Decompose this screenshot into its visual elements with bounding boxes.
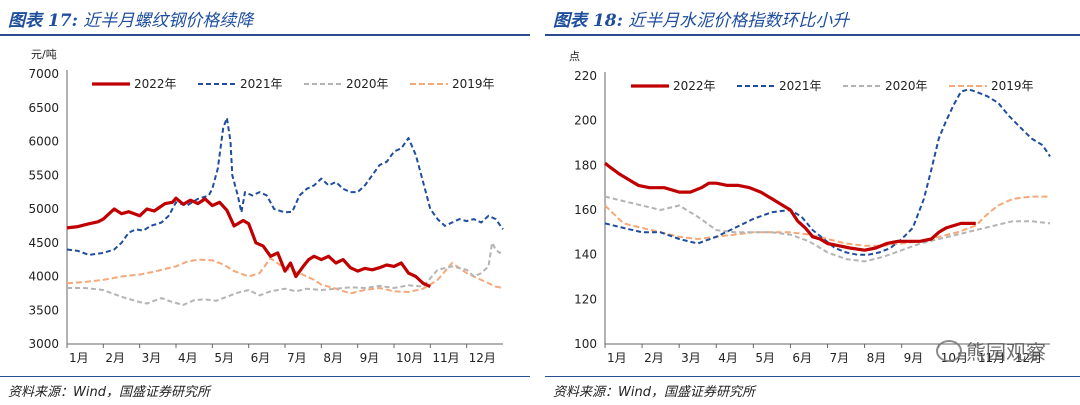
watermark-logo: 熊园观察 (936, 336, 1046, 365)
wechat-icon (936, 340, 962, 362)
series-line-2020年 (604, 195, 1051, 263)
x-tick-label: 11月 (432, 351, 459, 365)
y-tick-label: 220 (574, 69, 597, 83)
x-tick-label: 8月 (323, 351, 343, 365)
y-tick-label: 100 (574, 337, 597, 351)
source-divider (545, 376, 1080, 377)
x-tick-label: 10月 (396, 351, 423, 365)
series-line-2021年 (66, 116, 504, 256)
y-tick-label: 6000 (28, 135, 59, 149)
legend-label: 2019年 (991, 79, 1034, 93)
y-tick-label: 120 (574, 292, 597, 306)
y-tick-label: 5000 (28, 202, 59, 216)
legend-label: 2021年 (779, 79, 822, 93)
source-divider (0, 376, 530, 377)
legend-label: 2022年 (673, 79, 716, 93)
x-tick-label: 3月 (142, 351, 162, 365)
x-tick-label: 7月 (830, 351, 850, 365)
x-tick-label: 4月 (718, 351, 738, 365)
x-tick-label: 5月 (214, 351, 234, 365)
x-tick-label: 8月 (867, 351, 887, 365)
x-tick-label: 4月 (178, 351, 198, 365)
y-tick-label: 200 (574, 114, 597, 128)
series-line-2019年 (604, 195, 1050, 247)
legend-label: 2020年 (346, 77, 389, 91)
figure-number: 图表 18: (553, 11, 623, 31)
figure-number: 图表 17: (8, 11, 78, 31)
x-tick-label: 9月 (904, 351, 924, 365)
cement-index-chart: 点 100 120 140 160 180 200 220 1月 2月 3月 4月 5月 6月 7月 8月 9月… (569, 50, 1051, 365)
legend-label: 2019年 (452, 77, 495, 91)
x-tick-label: 2月 (105, 351, 125, 365)
series-line-2021年 (604, 88, 1051, 256)
legend-label: 2021年 (240, 77, 283, 91)
y-tick-label: 5500 (28, 168, 59, 182)
figure-title-text: 近半月螺纹钢价格续降 (83, 11, 254, 31)
y-tick-label: 3500 (28, 303, 59, 317)
y-tick-label: 180 (574, 158, 597, 172)
x-tick-label: 2月 (644, 351, 664, 365)
x-tick-label: 11月 (978, 351, 1005, 365)
figure-title: 图表 17: 近半月螺纹钢价格续降 (8, 6, 253, 31)
source-note: 资料来源：Wind，国盛证券研究所 (8, 385, 210, 400)
x-tick-label: 6月 (792, 351, 812, 365)
x-tick-label: 1月 (69, 351, 89, 365)
x-tick-label: 7月 (287, 351, 307, 365)
series-line-2022年 (66, 196, 431, 289)
x-tick-label: 9月 (360, 351, 380, 365)
x-tick-label: 3月 (681, 351, 701, 365)
figure-title-text: 近半月水泥价格指数环比小升 (628, 11, 850, 31)
x-tick-label: 1月 (607, 351, 627, 365)
watermark-text: 熊园观察 (966, 340, 1046, 364)
x-tick-label: 12月 (469, 351, 496, 365)
steel-price-chart: 元/吨 3000 3500 4000 4500 5000 5500 6000 6500 7000 1… (28, 48, 504, 365)
y-axis-unit: 元/吨 (31, 48, 57, 61)
cement-index-panel: 图表 18: 近半月水泥价格指数环比小升 点 100 120 140 160 180 200… (545, 0, 1080, 405)
figure-title: 图表 18: 近半月水泥价格指数环比小升 (553, 6, 849, 31)
y-tick-label: 140 (574, 248, 597, 262)
y-tick-label: 7000 (28, 67, 59, 81)
x-tick-label: 12月 (1015, 351, 1042, 365)
title-divider (0, 34, 530, 36)
y-tick-label: 4000 (28, 270, 59, 284)
y-tick-label: 160 (574, 203, 597, 217)
x-tick-label: 6月 (251, 351, 271, 365)
title-divider (545, 34, 1080, 36)
series-line-2022年 (603, 161, 976, 252)
steel-price-panel: 图表 17: 近半月螺纹钢价格续降 元/吨 3000 3500 4000 4500 500… (0, 0, 530, 405)
source-note: 资料来源：Wind，国盛证券研究所 (553, 385, 755, 400)
legend-label: 2022年 (134, 77, 177, 91)
legend-label: 2020年 (885, 79, 928, 93)
y-tick-label: 4500 (28, 236, 59, 250)
y-tick-label: 3000 (28, 337, 59, 351)
y-tick-label: 6500 (28, 101, 59, 115)
x-tick-label: 5月 (755, 351, 775, 365)
series-line-2020年 (67, 241, 504, 306)
y-axis-unit: 点 (569, 50, 580, 63)
